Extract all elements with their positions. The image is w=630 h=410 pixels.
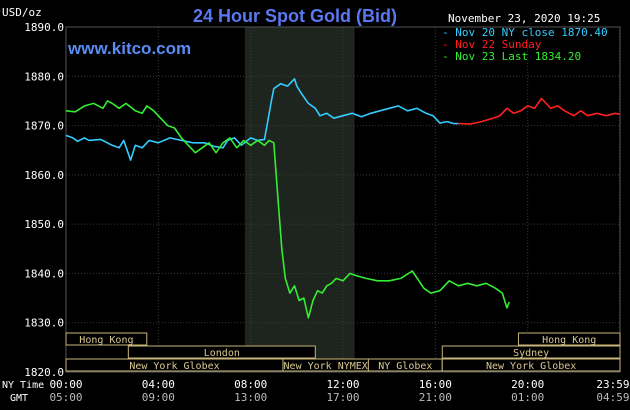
chart-title: 24 Hour Spot Gold (Bid) [193, 6, 397, 26]
y-tick-label: 1820.0 [24, 366, 64, 379]
session-box [127, 345, 316, 359]
series-line-1 [458, 97, 620, 125]
plot-frame [65, 26, 621, 373]
x-tick-label-gmt: 17:00 [326, 391, 359, 404]
brand-url: www.kitco.com [67, 39, 191, 58]
nymex-shaded-period [244, 27, 355, 372]
x-axis-label-ny: NY Time [2, 380, 44, 391]
market-sessions: Hong Kong Hong Kong London Sydney New York G… [65, 332, 621, 372]
x-tick-label-gmt: 09:00 [142, 391, 175, 404]
timestamp: November 23, 2020 19:25 [448, 12, 600, 25]
legend-entry: - Nov 22 Sunday [442, 38, 542, 51]
y-tick-label: 1830.0 [24, 317, 64, 330]
y-axis-unit: USD/oz [2, 6, 42, 19]
session-label: Hong Kong [79, 335, 133, 346]
session-label: Sydney [513, 348, 549, 359]
session-label: NY Globex [378, 361, 432, 372]
session-label: New York Globex [486, 361, 576, 372]
x-tick-label-ny: 20:00 [511, 378, 544, 391]
series-line-0 [65, 78, 459, 161]
x-tick-label-gmt: 04:59 [596, 391, 629, 404]
y-tick-label: 1860.0 [24, 169, 64, 182]
session-box [441, 345, 621, 359]
x-tick-label-ny: 00:00 [49, 378, 82, 391]
x-tick-label-ny: 16:00 [419, 378, 452, 391]
x-axis-label-gmt: GMT [10, 393, 28, 404]
y-axis-ticks: 1890.0 1880.0 1870.0 1860.0 1850.0 1840.0 1830… [24, 21, 64, 379]
session-label: Hong Kong [542, 335, 596, 346]
y-tick-label: 1840.0 [24, 267, 64, 280]
session-label: New York Globex [129, 361, 219, 372]
y-tick-label: 1850.0 [24, 218, 64, 231]
session-label: London [204, 348, 240, 359]
session-box [441, 358, 621, 372]
session-box [517, 332, 621, 346]
legend-entry: - Nov 20 NY close 1870.40 [442, 26, 608, 39]
session-label: New York NYMEX [284, 361, 368, 372]
session-box [65, 332, 148, 346]
series-line-2 [65, 100, 510, 319]
y-tick-label: 1870.0 [24, 120, 64, 133]
grid-lines [65, 26, 621, 373]
x-tick-label-gmt: 13:00 [234, 391, 267, 404]
x-tick-label-gmt: 01:00 [511, 391, 544, 404]
legend: - Nov 20 NY close 1870.40- Nov 22 Sunday… [442, 26, 608, 63]
x-tick-label-gmt: 05:00 [49, 391, 82, 404]
x-tick-label-ny: 08:00 [234, 378, 267, 391]
price-series [65, 78, 620, 319]
y-tick-label: 1880.0 [24, 70, 64, 83]
x-tick-label-gmt: 21:00 [419, 391, 452, 404]
x-tick-label-ny: 04:00 [142, 378, 175, 391]
x-tick-label-ny: 12:00 [326, 378, 359, 391]
y-tick-label: 1890.0 [24, 21, 64, 34]
x-tick-label-ny: 23:59 [596, 378, 629, 391]
legend-entry: - Nov 23 Last 1834.20 [442, 50, 581, 63]
